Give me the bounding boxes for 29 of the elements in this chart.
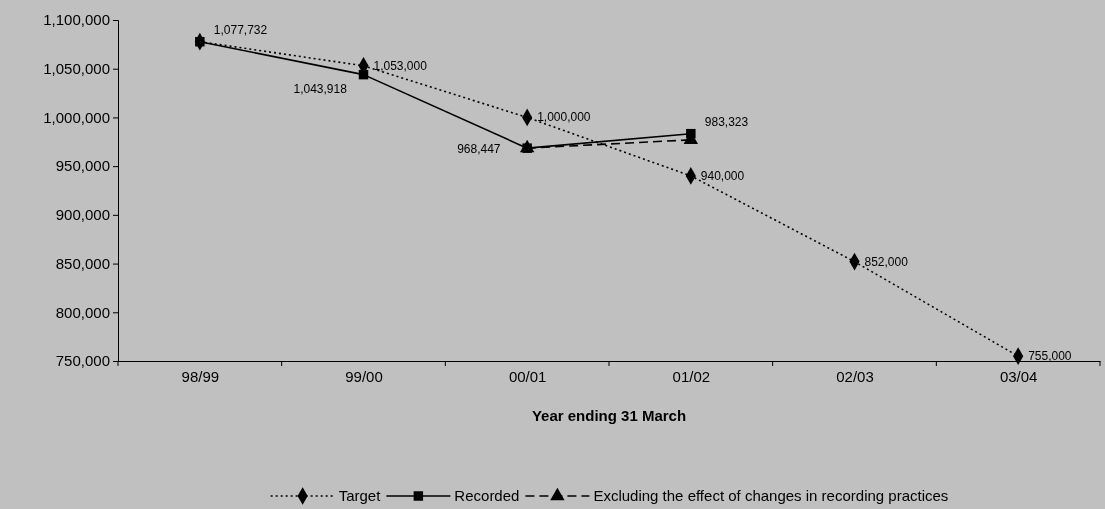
y-tick-label: 800,000 <box>55 303 110 321</box>
legend-label: Target <box>338 487 382 504</box>
data-label: 1,043,918 <box>293 81 348 96</box>
y-tick-label: 1,050,000 <box>43 60 110 78</box>
x-tick-label: 03/04 <box>999 368 1038 385</box>
data-label: 983,323 <box>704 114 749 129</box>
y-tick-label: 1,100,000 <box>43 11 110 29</box>
data-label: 1,077,732 <box>213 22 268 37</box>
data-label: 1,053,000 <box>373 58 428 73</box>
y-tick-label: 750,000 <box>55 352 110 370</box>
y-tick-label: 850,000 <box>55 254 110 272</box>
data-label: 852,000 <box>864 254 909 269</box>
data-label: 1,000,000 <box>537 110 591 125</box>
y-tick-label: 900,000 <box>55 206 110 224</box>
y-tick-label: 1,000,000 <box>43 108 110 126</box>
x-tick-label: 00/01 <box>508 368 547 385</box>
x-tick-label: 02/03 <box>836 368 874 385</box>
point <box>358 69 369 80</box>
point <box>195 36 205 47</box>
x-tick-label: 01/02 <box>672 368 711 385</box>
x-axis-title: Year ending 31 March <box>531 407 687 424</box>
data-label: 940,000 <box>700 168 745 183</box>
y-tick-label: 950,000 <box>55 157 110 175</box>
legend-label: Recorded <box>454 487 520 504</box>
data-label: 968,447 <box>457 142 501 157</box>
data-label: 755,000 <box>1028 349 1072 364</box>
x-tick-label: 99/00 <box>345 368 383 385</box>
x-tick-label: 98/99 <box>181 368 220 385</box>
legend-label: Excluding the effect of changes in recording practices <box>593 487 949 504</box>
